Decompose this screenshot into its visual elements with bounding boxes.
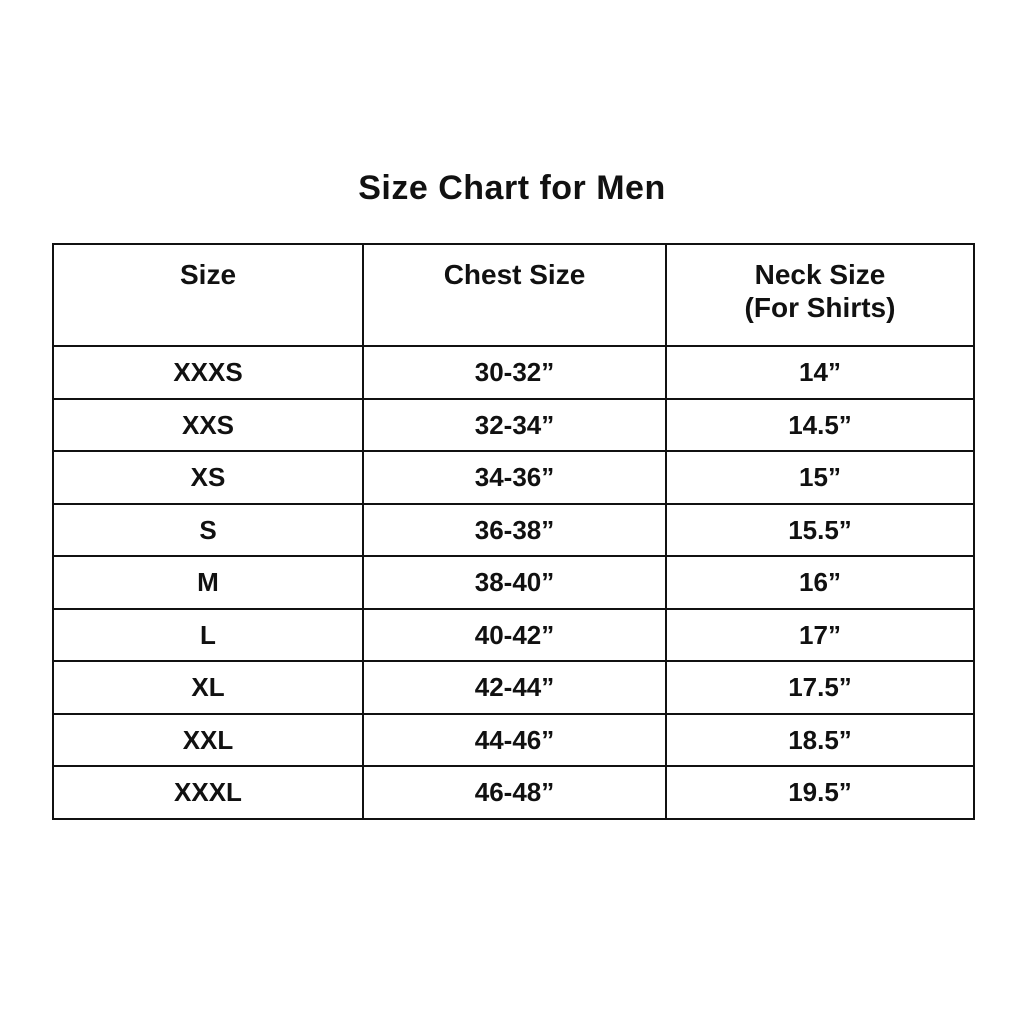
neck-size-cell: 17.5” — [665, 660, 975, 715]
neck-size-cell: 18.5” — [665, 712, 975, 767]
size-cell: L — [52, 607, 364, 662]
size-cell: S — [52, 502, 364, 557]
page-title: Size Chart for Men — [358, 169, 666, 207]
column-header-neck-size: Neck Size (For Shirts) — [665, 243, 975, 347]
neck-size-cell: 14.5” — [665, 397, 975, 452]
chest-size-cell: 36-38” — [362, 502, 667, 557]
chest-size-cell: 30-32” — [362, 345, 667, 400]
table-row: XS 34-36” 15” — [52, 450, 975, 505]
table-row: XXXL 46-48” 19.5” — [52, 765, 975, 820]
column-header-size: Size — [52, 243, 364, 347]
header-row: Size Chest Size Neck Size (For Shirts) — [52, 243, 975, 347]
table-row: XXXS 30-32” 14” — [52, 345, 975, 400]
chest-size-cell: 40-42” — [362, 607, 667, 662]
table-row: XXL 44-46” 18.5” — [52, 712, 975, 767]
size-cell: M — [52, 555, 364, 610]
table-row: XXS 32-34” 14.5” — [52, 397, 975, 452]
chest-size-cell: 32-34” — [362, 397, 667, 452]
table-row: M 38-40” 16” — [52, 555, 975, 610]
size-chart-table: Size Chest Size Neck Size (For Shirts) X… — [52, 243, 975, 820]
size-cell: XXS — [52, 397, 364, 452]
size-cell: XXXS — [52, 345, 364, 400]
table-row: XL 42-44” 17.5” — [52, 660, 975, 715]
chest-size-cell: 34-36” — [362, 450, 667, 505]
table-body: XXXS 30-32” 14” XXS 32-34” 14.5” XS 34-36” 15” S 3… — [52, 345, 975, 820]
size-cell: XXXL — [52, 765, 364, 820]
table-row: S 36-38” 15.5” — [52, 502, 975, 557]
size-cell: XL — [52, 660, 364, 715]
size-cell: XS — [52, 450, 364, 505]
table-row: L 40-42” 17” — [52, 607, 975, 662]
neck-size-cell: 15.5” — [665, 502, 975, 557]
chest-size-cell: 46-48” — [362, 765, 667, 820]
neck-size-cell: 15” — [665, 450, 975, 505]
chest-size-cell: 38-40” — [362, 555, 667, 610]
chest-size-cell: 42-44” — [362, 660, 667, 715]
neck-size-cell: 14” — [665, 345, 975, 400]
size-cell: XXL — [52, 712, 364, 767]
neck-size-cell: 16” — [665, 555, 975, 610]
chest-size-cell: 44-46” — [362, 712, 667, 767]
neck-size-cell: 19.5” — [665, 765, 975, 820]
column-header-chest-size: Chest Size — [362, 243, 667, 347]
neck-size-cell: 17” — [665, 607, 975, 662]
